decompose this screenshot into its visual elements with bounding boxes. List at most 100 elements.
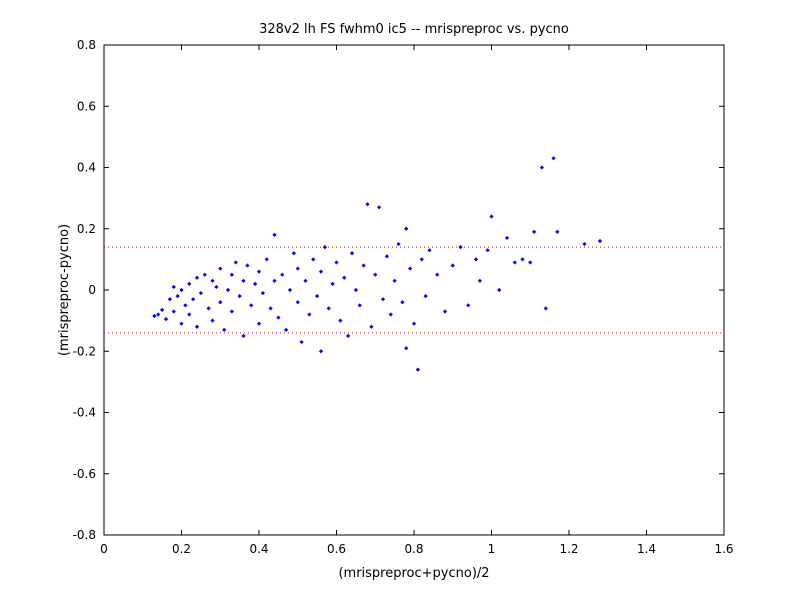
data-point bbox=[435, 272, 440, 277]
data-point bbox=[334, 260, 339, 265]
data-point bbox=[442, 309, 448, 314]
data-point bbox=[218, 266, 223, 271]
x-axis-label: (mrispreproc+pycno)/2 bbox=[338, 566, 489, 581]
data-point bbox=[183, 303, 188, 308]
data-point bbox=[415, 367, 420, 372]
data-point bbox=[349, 251, 355, 256]
data-point bbox=[194, 324, 200, 329]
data-point bbox=[152, 313, 157, 319]
data-point bbox=[473, 257, 479, 262]
data-point bbox=[458, 245, 463, 250]
plot-area-frame bbox=[103, 44, 725, 536]
data-point bbox=[311, 257, 316, 262]
y-tick-label: 0.6 bbox=[77, 99, 96, 113]
data-point bbox=[485, 248, 490, 253]
data-point bbox=[272, 278, 277, 283]
y-axis-label: (mrispreproc-pycno) bbox=[57, 224, 72, 356]
x-axis-ticks: 0 0.2 0.4 0.6 0.8 1 1.2 1.4 1.6 bbox=[100, 45, 734, 556]
data-point bbox=[187, 312, 192, 317]
data-point bbox=[276, 315, 281, 320]
data-point bbox=[497, 287, 502, 293]
data-point bbox=[160, 307, 165, 313]
data-point bbox=[380, 297, 386, 302]
data-point bbox=[361, 263, 366, 268]
data-point bbox=[175, 294, 180, 299]
data-point bbox=[241, 278, 246, 283]
data-point bbox=[427, 248, 432, 253]
data-point bbox=[384, 254, 389, 259]
data-point bbox=[256, 321, 262, 326]
data-point bbox=[156, 312, 161, 317]
data-point bbox=[419, 257, 424, 262]
data-point bbox=[187, 281, 192, 286]
y-tick-label: -0.2 bbox=[73, 344, 96, 358]
y-axis-ticks: -0.8 -0.6 -0.4 -0.2 0 0.2 0.4 0.6 0.8 bbox=[73, 38, 724, 542]
data-point bbox=[489, 214, 494, 219]
data-point bbox=[241, 333, 246, 339]
data-point bbox=[408, 266, 413, 271]
y-tick-label: 0 bbox=[88, 283, 96, 297]
data-point bbox=[373, 272, 378, 277]
x-tick-label: 0.6 bbox=[327, 542, 346, 556]
data-point bbox=[202, 272, 207, 277]
data-point bbox=[539, 165, 544, 170]
data-point bbox=[543, 306, 548, 311]
data-point bbox=[295, 300, 300, 305]
data-point bbox=[330, 281, 335, 286]
data-point bbox=[504, 235, 510, 241]
data-point bbox=[229, 309, 234, 314]
data-point bbox=[268, 306, 273, 311]
y-tick-label: -0.6 bbox=[73, 467, 96, 481]
reference-lines bbox=[104, 246, 724, 334]
data-point bbox=[264, 257, 269, 262]
data-point bbox=[597, 238, 603, 244]
data-point bbox=[272, 232, 277, 237]
data-point bbox=[260, 290, 265, 296]
data-point bbox=[225, 287, 231, 293]
data-point bbox=[233, 260, 238, 265]
data-point bbox=[357, 303, 362, 308]
data-point bbox=[163, 316, 169, 322]
data-point bbox=[284, 327, 289, 332]
data-point bbox=[303, 278, 308, 283]
data-point bbox=[315, 294, 320, 299]
x-tick-label: 1.2 bbox=[559, 542, 578, 556]
y-tick-label: 0.2 bbox=[77, 222, 96, 236]
x-tick-label: 0.2 bbox=[172, 542, 191, 556]
y-tick-label: 0.8 bbox=[77, 38, 96, 52]
y-tick-label: -0.4 bbox=[73, 406, 96, 420]
data-point bbox=[512, 260, 517, 265]
data-point bbox=[322, 245, 327, 250]
data-point bbox=[295, 266, 300, 271]
data-point bbox=[404, 346, 409, 351]
data-point bbox=[369, 324, 374, 329]
data-point bbox=[388, 312, 393, 317]
data-point bbox=[318, 349, 324, 354]
data-point bbox=[194, 275, 200, 280]
data-point bbox=[477, 278, 482, 283]
data-point bbox=[167, 297, 172, 302]
x-tick-label: 1 bbox=[488, 542, 496, 556]
data-point bbox=[400, 300, 405, 305]
data-point bbox=[582, 241, 587, 247]
data-point bbox=[299, 339, 304, 345]
data-point bbox=[291, 251, 296, 256]
data-point bbox=[307, 312, 312, 317]
data-point bbox=[342, 275, 347, 280]
data-points bbox=[152, 156, 603, 372]
chart-title: 328v2 lh FS fwhm0 ic5 -- mrispreproc vs.… bbox=[259, 22, 569, 37]
data-point bbox=[249, 303, 254, 308]
data-point bbox=[466, 303, 471, 308]
data-point bbox=[555, 229, 560, 234]
data-point bbox=[237, 294, 242, 299]
data-point bbox=[191, 297, 196, 302]
x-tick-label: 0.4 bbox=[249, 542, 268, 556]
data-point bbox=[210, 278, 215, 283]
data-point bbox=[256, 269, 262, 274]
data-point bbox=[218, 300, 223, 305]
data-point bbox=[450, 263, 455, 268]
y-tick-label: 0.4 bbox=[77, 161, 96, 175]
data-point bbox=[253, 281, 258, 286]
